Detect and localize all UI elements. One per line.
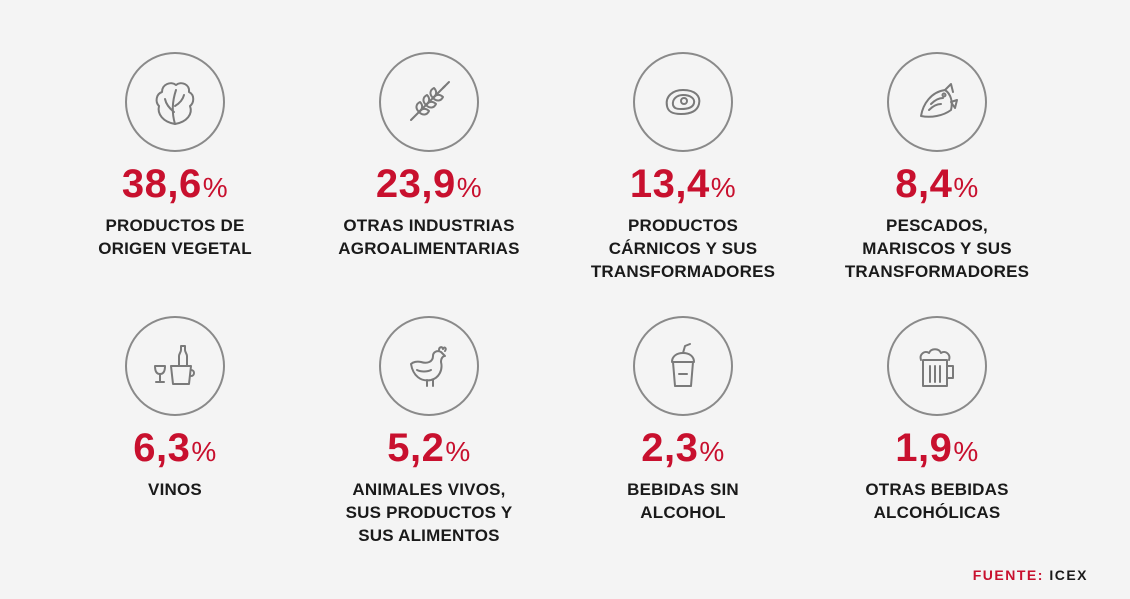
stat-label: ANIMALES VIVOS, SUS PRODUCTOS Y SUS ALIM… <box>345 480 513 545</box>
fish-icon <box>887 52 987 152</box>
stat-label: BEBIDAS SIN ALCOHOL <box>627 480 739 522</box>
stat-percent: 38,6% <box>121 162 229 206</box>
lettuce-icon <box>125 52 225 152</box>
stat-item-industrias: 23,9% OTRAS INDUSTRIAS AGROALIMENTARIAS <box>309 52 549 260</box>
stat-item-bebidas-sin: 2,3% BEBIDAS SIN ALCOHOL <box>563 316 803 524</box>
stat-percent: 13,4% <box>629 162 737 206</box>
stat-label: PRODUCTOS CÁRNICOS Y SUS TRANSFORMADORES <box>590 216 776 281</box>
stat-label: VINOS <box>148 480 202 499</box>
beer-mug-icon <box>887 316 987 416</box>
stat-percent: 5,2% <box>387 426 471 470</box>
wine-bucket-icon <box>125 316 225 416</box>
stat-item-vegetal: 38,6% PRODUCTOS DE ORIGEN VEGETAL <box>55 52 295 260</box>
stat-label: PESCADOS, MARISCOS Y SUS TRANSFORMADORES <box>844 216 1030 281</box>
stat-percent: 8,4% <box>895 162 979 206</box>
stat-percent: 1,9% <box>895 426 979 470</box>
stat-percent: 6,3% <box>133 426 217 470</box>
stat-item-animales: 5,2% ANIMALES VIVOS, SUS PRODUCTOS Y SUS… <box>309 316 549 547</box>
source-key: FUENTE: <box>972 567 1044 583</box>
wheat-icon <box>379 52 479 152</box>
stat-label: PRODUCTOS DE ORIGEN VEGETAL <box>98 216 252 258</box>
stat-item-bebidas-alcoholicas: 1,9% OTRAS BEBIDAS ALCOHÓLICAS <box>817 316 1057 524</box>
stat-percent: 2,3% <box>641 426 725 470</box>
stat-percent: 23,9% <box>375 162 483 206</box>
chicken-icon <box>379 316 479 416</box>
stat-label: OTRAS BEBIDAS ALCOHÓLICAS <box>865 480 1009 522</box>
source-credit: FUENTE: ICEX <box>973 567 1088 583</box>
steak-icon <box>633 52 733 152</box>
stat-item-carnicos: 13,4% PRODUCTOS CÁRNICOS Y SUS TRANSFORM… <box>563 52 803 283</box>
stat-item-pescados: 8,4% PESCADOS, MARISCOS Y SUS TRANSFORMA… <box>817 52 1057 283</box>
source-value: ICEX <box>1049 567 1088 583</box>
stat-item-vinos: 6,3% VINOS <box>55 316 295 501</box>
soft-drink-icon <box>633 316 733 416</box>
stat-label: OTRAS INDUSTRIAS AGROALIMENTARIAS <box>338 216 520 258</box>
